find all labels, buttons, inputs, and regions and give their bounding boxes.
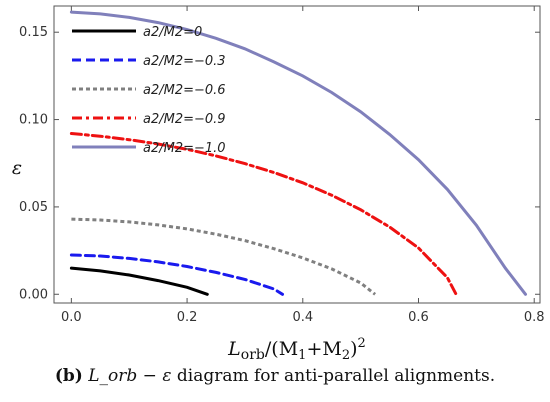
x-tick-label: 0.4 — [292, 310, 313, 325]
y-tick-label: 0.15 — [19, 25, 48, 40]
x-tick-label: 0.6 — [408, 310, 429, 325]
axis-ticks: 0.0 0.2 0.4 0.6 0.8 0.00 0.05 0.10 0.15 — [19, 6, 545, 325]
caption-math: L_orb − ε — [88, 366, 172, 386]
x-axis-label: Lorb/(M1+M2)2 — [227, 336, 366, 363]
legend-label-2: a2/M2=−0.3 — [143, 54, 226, 69]
legend: a2/M2=0 a2/M2=−0.3 a2/M2=−0.6 a2/M2=−0.9 a2/… — [72, 25, 226, 156]
caption-text: diagram for anti-parallel alignments. — [176, 366, 496, 386]
x-tick-label: 0.8 — [524, 310, 545, 325]
series-line-1 — [69, 266, 209, 296]
legend-label-3: a2/M2=−0.6 — [143, 83, 226, 98]
series-line-2 — [69, 253, 284, 296]
legend-label-4: a2/M2=−0.9 — [143, 112, 226, 127]
chart: 0.0 0.2 0.4 0.6 0.80.000.050.100.15 a2/M2=0a… — [12, 5, 545, 363]
caption-tag: (b) — [54, 366, 83, 386]
series-line-4 — [69, 132, 458, 296]
legend-label-1: a2/M2=0 — [143, 25, 202, 40]
x-tick-label: 0.2 — [177, 310, 198, 325]
plot-frame — [53, 5, 541, 304]
figure-caption: (b) L_orb − ε diagram for anti-parallel … — [0, 366, 550, 386]
legend-label-5: a2/M2=−1.0 — [143, 141, 226, 156]
y-tick-label: 0.10 — [19, 113, 48, 128]
series-line-5 — [69, 10, 527, 296]
series-layer — [69, 10, 527, 296]
y-tick-label: 0.05 — [19, 200, 48, 215]
y-tick-label: 0.00 — [19, 287, 48, 302]
y-axis-label: ε — [12, 157, 22, 179]
x-tick-label: 0.0 — [61, 310, 82, 325]
